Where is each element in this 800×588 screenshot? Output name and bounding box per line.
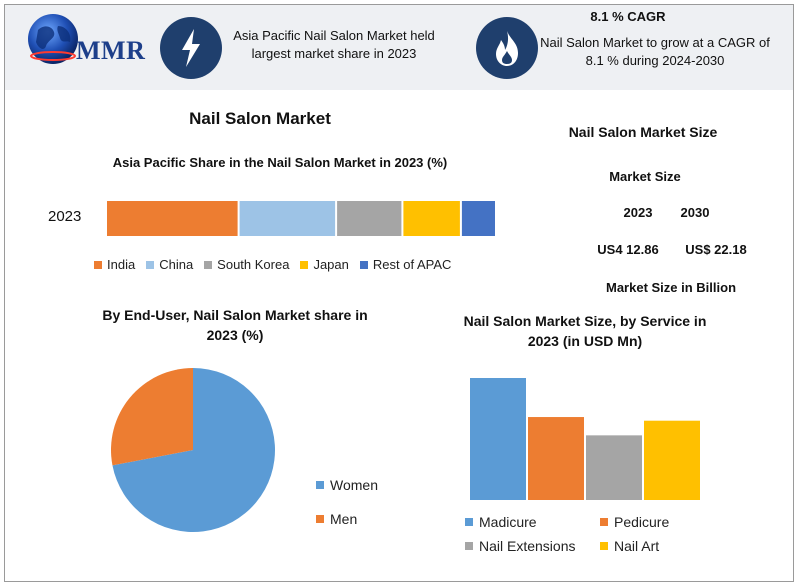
apac-legend-item-china: China xyxy=(146,257,193,272)
service-legend-swatch-madicure xyxy=(465,518,473,526)
service-legend-swatch-pedicure xyxy=(600,518,608,526)
main-title: Nail Salon Market xyxy=(189,109,331,128)
pie-slice-women xyxy=(112,368,275,532)
apac-bar-segment-south-korea xyxy=(337,201,402,236)
lightning-icon xyxy=(182,29,200,67)
apac-stacked-bar xyxy=(107,201,495,236)
legend-swatch xyxy=(94,260,102,269)
legend-label: South Korea xyxy=(217,257,290,272)
apac-legend: India China South Korea Japan Rest of APAC xyxy=(94,257,462,272)
service-bar-madicure xyxy=(470,378,526,500)
apac-bar-segment-rest-of-apac xyxy=(461,201,495,236)
service-legend-swatch-nail-art xyxy=(600,542,608,550)
market-size-year-2030: 2030 xyxy=(680,205,710,220)
service-bar-nail-extensions xyxy=(586,435,642,500)
cagr-headline: 8.1 % CAGR xyxy=(590,9,666,24)
end-user-pie-chart: Women Men xyxy=(111,368,378,532)
legend-label: Rest of APAC xyxy=(372,257,452,272)
market-size-value-2030: US$ 22.18 xyxy=(685,242,747,257)
market-size-title: Nail Salon Market Size xyxy=(568,124,718,140)
service-bar-pedicure xyxy=(528,417,584,500)
pie-legend-label-men: Men xyxy=(330,511,357,527)
legend-label: Japan xyxy=(313,257,349,272)
apac-legend-item-rest-of-apac: Rest of APAC xyxy=(359,257,452,272)
apac-legend-item-japan: Japan xyxy=(300,257,349,272)
service-bar-nail-art xyxy=(644,420,700,500)
highlight-apac-share: Asia Pacific Nail Salon Market held larg… xyxy=(233,28,435,61)
flame-icon xyxy=(496,31,518,66)
service-chart-title: Nail Salon Market Size, by Service in 20… xyxy=(463,313,707,349)
apac-bar-segment-japan xyxy=(403,201,460,236)
end-user-chart-title: By End-User, Nail Salon Market share in … xyxy=(102,307,368,343)
apac-bar-segment-china xyxy=(239,201,336,236)
legend-label: India xyxy=(107,257,136,272)
legend-label: China xyxy=(159,257,194,272)
apac-legend-item-india: India xyxy=(94,257,135,272)
globe-icon xyxy=(28,14,78,64)
market-size-unit: Market Size in Billion xyxy=(605,280,737,295)
market-size-year-2023: 2023 xyxy=(623,205,653,220)
apac-bar-segment-india xyxy=(107,201,238,236)
legend-swatch xyxy=(300,260,309,269)
service-bar-chart: Madicure Pedicure Nail Extensions Nail Art xyxy=(465,378,700,554)
market-size-subtitle: Market Size xyxy=(609,169,681,184)
flame-badge xyxy=(476,17,538,79)
service-legend-label-pedicure: Pedicure xyxy=(614,514,669,530)
cagr-description: Nail Salon Market to grow at a CAGR of 8… xyxy=(540,35,770,68)
pie-legend-label-women: Women xyxy=(330,477,378,493)
logo-text: MMR xyxy=(76,36,146,65)
legend-swatch xyxy=(359,260,368,269)
service-legend-label-nail-art: Nail Art xyxy=(614,538,659,554)
pie-legend-swatch-men xyxy=(316,515,324,523)
pie-slice-men xyxy=(111,368,193,466)
apac-legend-item-south-korea: South Korea xyxy=(204,257,289,272)
legend-swatch xyxy=(146,260,155,269)
pie-legend-swatch-women xyxy=(316,481,324,489)
service-legend-swatch-nail-extensions xyxy=(465,542,473,550)
market-size-value-2023: US4 12.86 xyxy=(597,242,659,257)
legend-swatch xyxy=(204,260,213,269)
apac-category-label: 2023 xyxy=(48,208,82,225)
service-legend-label-nail-extensions: Nail Extensions xyxy=(479,538,576,554)
service-legend-label-madicure: Madicure xyxy=(479,514,537,530)
header-band xyxy=(5,5,793,90)
apac-chart-title: Asia Pacific Share in the Nail Salon Mar… xyxy=(112,155,448,170)
lightning-badge xyxy=(160,17,222,79)
